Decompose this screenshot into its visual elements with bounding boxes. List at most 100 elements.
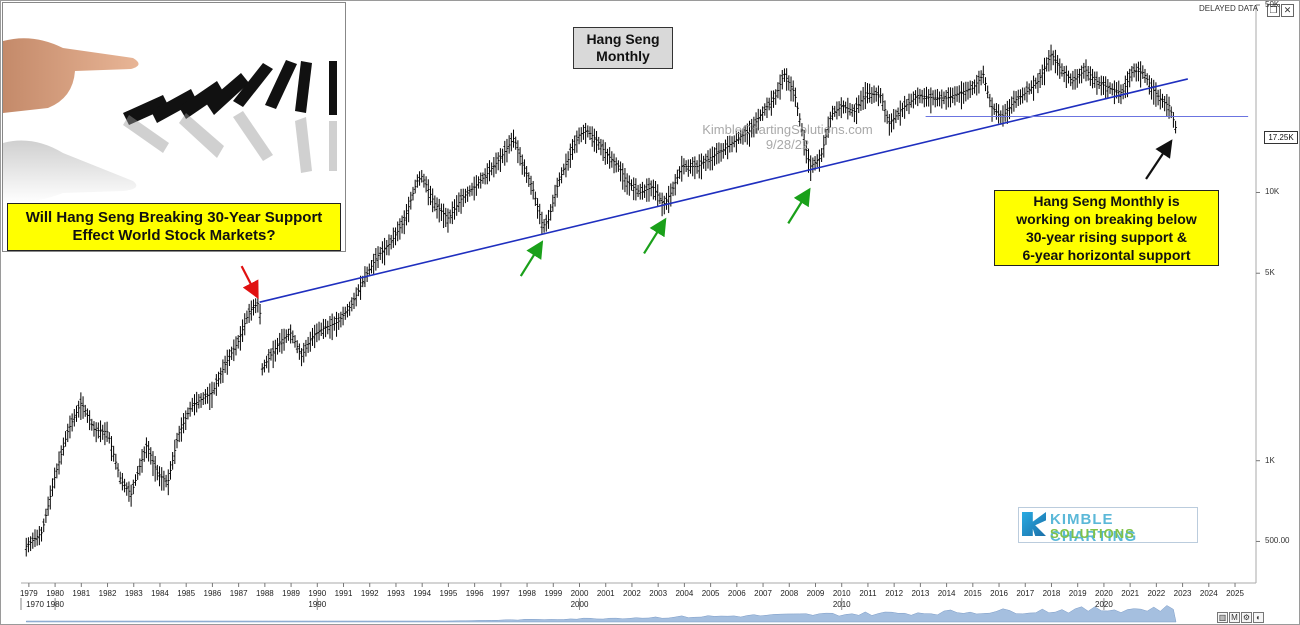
annotation-line-3: 30-year rising support & [1025, 229, 1188, 245]
x-tick-label: 2000 [571, 589, 589, 598]
x-tick-label: 1986 [204, 589, 222, 598]
last-price-tag: 17.25K [1264, 131, 1298, 144]
x-tick-label: 2001 [597, 589, 615, 598]
decade-label: 2000 [571, 600, 589, 609]
chart-title-box: Hang Seng Monthly [573, 27, 673, 69]
decade-label: 2010 [833, 600, 851, 609]
green-arrow-icon [787, 187, 811, 224]
x-tick-label: 1984 [151, 589, 169, 598]
x-tick-label: 2005 [702, 589, 720, 598]
x-tick-label: 1985 [177, 589, 195, 598]
delayed-data-label: DELAYED DATA [1199, 4, 1259, 13]
green-arrow-icon [519, 240, 544, 277]
x-tick-label: 1993 [387, 589, 405, 598]
x-tick-label: 1981 [72, 589, 90, 598]
pointing-hand-icon [3, 38, 139, 113]
watermark: KimbleChartingSolutions.com 9/28/22 [700, 122, 875, 152]
x-tick-label: 1987 [230, 589, 248, 598]
domino-reflection-icon [123, 111, 337, 173]
x-tick-label: 2016 [990, 589, 1008, 598]
chart-annotations [240, 78, 1249, 303]
x-tick-label: 1992 [361, 589, 379, 598]
annotation-line-1: Hang Seng Monthly is [1033, 193, 1180, 209]
domino-illustration [3, 38, 337, 203]
x-tick-label: 2010 [833, 589, 851, 598]
x-tick-label: 1990 [308, 589, 326, 598]
x-tick-label: 2014 [938, 589, 956, 598]
annotation-line-2: working on breaking below [1016, 211, 1197, 227]
x-tick-label: 1998 [518, 589, 536, 598]
x-tick-label: 2007 [754, 589, 772, 598]
close-icon[interactable]: ✕ [1281, 4, 1294, 17]
caption-line-2: Effect World Stock Markets? [72, 227, 276, 244]
x-tick-label: 2012 [885, 589, 903, 598]
x-tick-label: 2015 [964, 589, 982, 598]
y-tick-label: 5K [1265, 268, 1275, 278]
x-tick-label: 2013 [911, 589, 929, 598]
palette-icon[interactable]: ◐ [1253, 612, 1264, 623]
x-tick-label: 1982 [99, 589, 117, 598]
hand-reflection-icon [3, 140, 137, 203]
x-tick-label: 1980 [46, 589, 64, 598]
x-tick-label: 1995 [440, 589, 458, 598]
x-tick-label: 2021 [1121, 589, 1139, 598]
settings-icon[interactable]: ⚙ [1241, 612, 1252, 623]
x-tick-label: 2019 [1069, 589, 1087, 598]
y-tick-label: 10K [1265, 187, 1280, 197]
x-tick-label: 1989 [282, 589, 300, 598]
x-tick-label: 2020 [1095, 589, 1113, 598]
x-tick-label: 2011 [859, 589, 877, 598]
x-tick-label: 1988 [256, 589, 274, 598]
annotation-line-4: 6-year horizontal support [1022, 247, 1191, 263]
decade-label: 1980 [46, 600, 64, 609]
y-tick-label: 500.00 [1265, 536, 1290, 546]
x-tick-label: 2017 [1016, 589, 1034, 598]
logo-text-2: SOLUTIONS [1050, 526, 1135, 541]
logo-text-1: KIMBLE CHARTING [1050, 511, 1138, 545]
green-arrow-icon [643, 217, 667, 254]
decade-label: 1970 [26, 600, 44, 609]
x-tick-label: 2022 [1147, 589, 1165, 598]
m-button[interactable]: M [1229, 612, 1240, 623]
bottom-toolbar: ▥ M ⚙ ◐ [1217, 612, 1265, 623]
kimble-logo-icon [1022, 512, 1046, 536]
x-tick-label: 2025 [1226, 589, 1244, 598]
decade-label: 2020 [1095, 600, 1113, 609]
black-arrow-icon [1145, 139, 1173, 180]
x-tick-label: 2008 [780, 589, 798, 598]
chart-subtitle: Monthly [596, 48, 650, 64]
watermark-date: 9/28/22 [765, 137, 810, 152]
x-tick-label: 2004 [675, 589, 693, 598]
x-tick-label: 1997 [492, 589, 510, 598]
watermark-site: KimbleChartingSolutions.com [702, 122, 873, 137]
restore-icon[interactable]: ❐ [1267, 4, 1280, 17]
x-tick-label: 1999 [544, 589, 562, 598]
caption-line-1: Will Hang Seng Breaking 30-Year Support [25, 209, 323, 226]
photo-caption: Will Hang Seng Breaking 30-Year Support … [7, 203, 341, 251]
x-tick-label: 1983 [125, 589, 143, 598]
plot-area [24, 44, 1177, 557]
chart-icon[interactable]: ▥ [1217, 612, 1228, 623]
volume-area-fill [25, 605, 1177, 623]
x-tick-label: 2003 [649, 589, 667, 598]
x-tick-label: 2024 [1200, 589, 1218, 598]
domino-photo: Will Hang Seng Breaking 30-Year Support … [2, 2, 346, 252]
y-tick-label: 50K [1265, 0, 1280, 9]
annotation-box: Hang Seng Monthly is working on breaking… [994, 190, 1219, 266]
chart-title: Hang Seng [586, 31, 660, 47]
kimble-logo: KIMBLE CHARTING SOLUTIONS [1018, 507, 1198, 545]
x-tick-label: 2018 [1043, 589, 1061, 598]
red-arrow-icon [240, 265, 259, 300]
x-tick-label: 1979 [20, 589, 38, 598]
x-tick-label: 1991 [335, 589, 353, 598]
x-axis: 1979 1980 1981 1982 1983 1984 1985 1986 1987 1988… [20, 4, 1260, 610]
x-tick-label: 1994 [413, 589, 431, 598]
x-tick-label: 2023 [1174, 589, 1192, 598]
x-tick-label: 2006 [728, 589, 746, 598]
y-tick-label: 1K [1265, 455, 1275, 465]
volume-strip [25, 605, 1177, 623]
x-tick-label: 2002 [623, 589, 641, 598]
x-tick-label: 1996 [466, 589, 484, 598]
decade-label: 1990 [308, 600, 326, 609]
